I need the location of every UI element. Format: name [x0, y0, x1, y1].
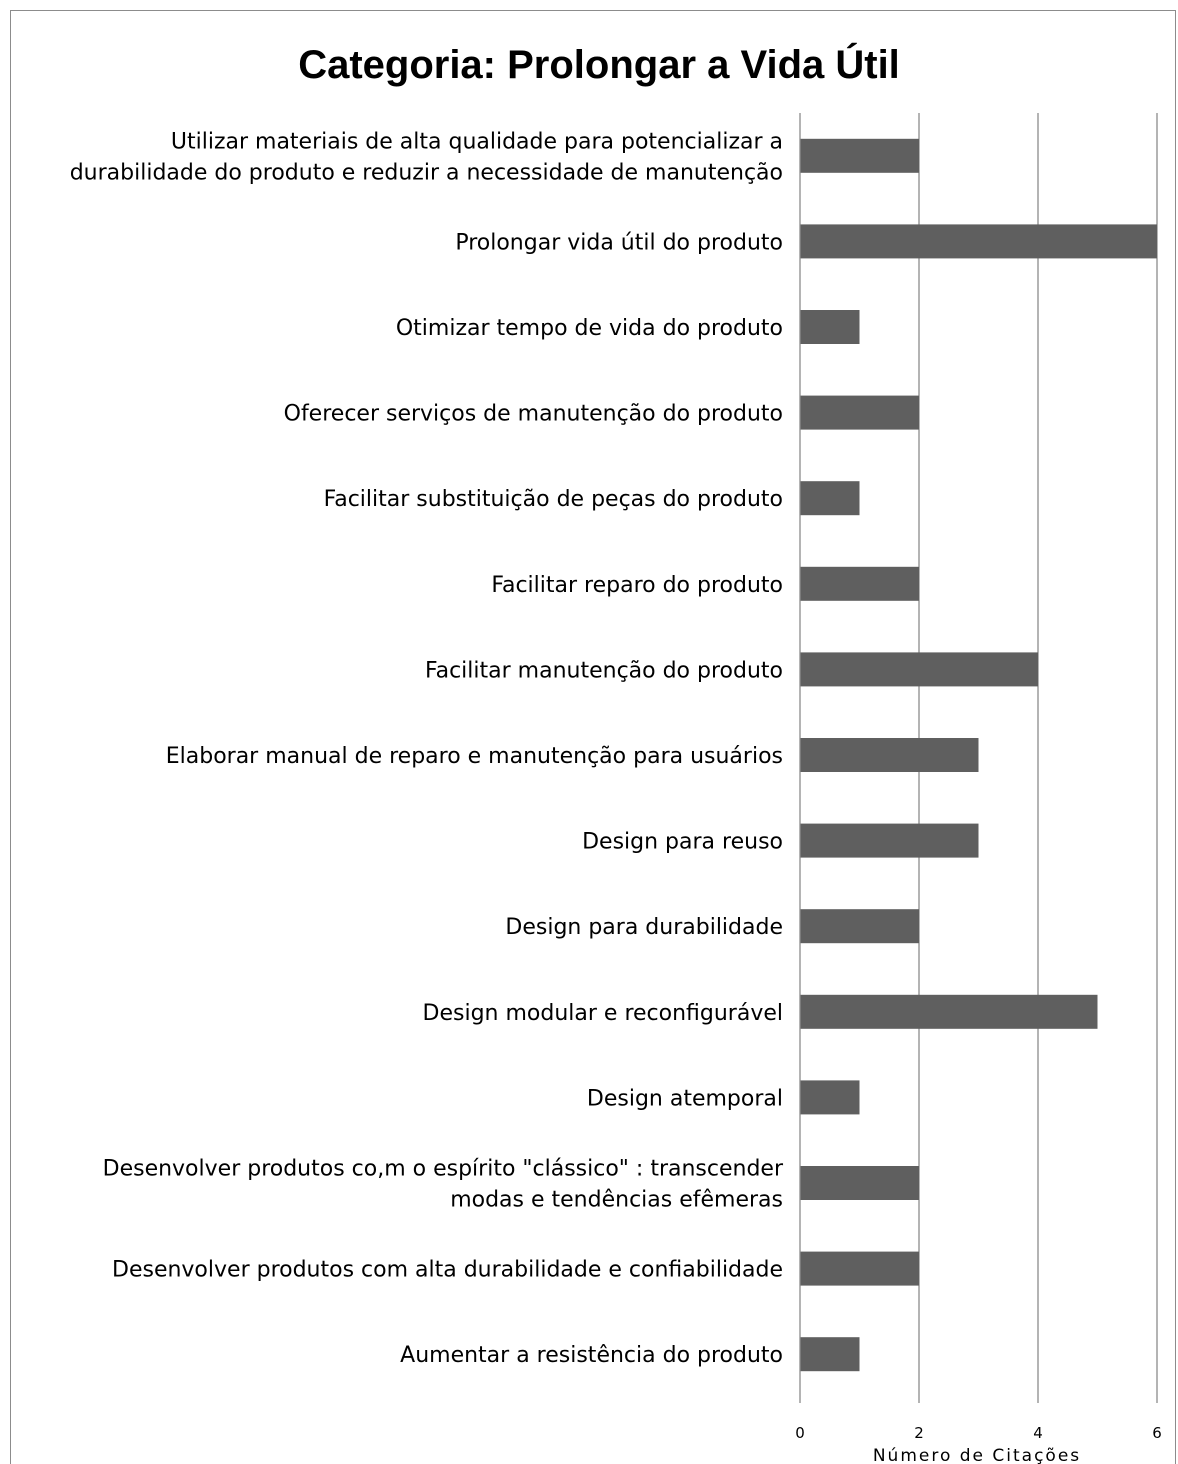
- category-label: Oferecer serviços de manutenção do produ…: [284, 402, 783, 427]
- bar: [800, 1166, 919, 1200]
- category-label: Elaborar manual de reparo e manutenção p…: [166, 744, 783, 769]
- bars: [800, 138, 1157, 1372]
- bar: [800, 1337, 860, 1372]
- bar: [800, 224, 1157, 259]
- x-tick-label: 6: [1152, 1424, 1162, 1442]
- category-label: Facilitar substituição de peças do produ…: [324, 487, 783, 512]
- category-label: Facilitar manutenção do produto: [425, 658, 783, 683]
- category-label: Utilizar materiais de alta qualidade par…: [70, 129, 783, 185]
- bar: [800, 823, 979, 858]
- category-label: Aumentar a resistência do produto: [400, 1343, 783, 1368]
- bar: [800, 310, 860, 344]
- bar: [800, 481, 860, 516]
- category-label: Design para durabilidade: [505, 915, 783, 940]
- x-tick-label: 4: [1033, 1424, 1043, 1442]
- x-tick-label: 2: [914, 1424, 924, 1442]
- bar: [800, 1251, 919, 1286]
- bar: [800, 652, 1038, 687]
- x-axis-label: Número de Citações: [873, 1446, 1081, 1464]
- category-label: Facilitar reparo do produto: [491, 573, 783, 598]
- category-label: Design modular e reconfigurável: [423, 1001, 783, 1026]
- category-label: Prolongar vida útil do produto: [455, 230, 783, 255]
- x-tick-label: 0: [795, 1424, 805, 1442]
- category-label: Desenvolver produtos co,m o espírito "cl…: [103, 1157, 784, 1213]
- category-label: Design atemporal: [587, 1086, 783, 1111]
- bar: [800, 395, 919, 430]
- axes: [799, 113, 1158, 1403]
- category-label: Otimizar tempo de vida do produto: [396, 316, 783, 341]
- chart-title: Categoria: Prolongar a Vida Útil: [298, 41, 900, 87]
- category-label: Desenvolver produtos com alta durabilida…: [112, 1258, 783, 1283]
- category-labels: Utilizar materiais de alta qualidade par…: [70, 129, 784, 1368]
- category-label: Design para reuso: [582, 830, 783, 855]
- bar: [800, 909, 919, 944]
- x-tick-labels: 0 2 4 6: [795, 1424, 1162, 1442]
- bar: [800, 138, 919, 173]
- bar: [800, 738, 979, 772]
- bar: [800, 1080, 860, 1115]
- chart-frame: [10, 10, 1176, 1464]
- bar: [800, 994, 1098, 1029]
- bar: [800, 566, 919, 601]
